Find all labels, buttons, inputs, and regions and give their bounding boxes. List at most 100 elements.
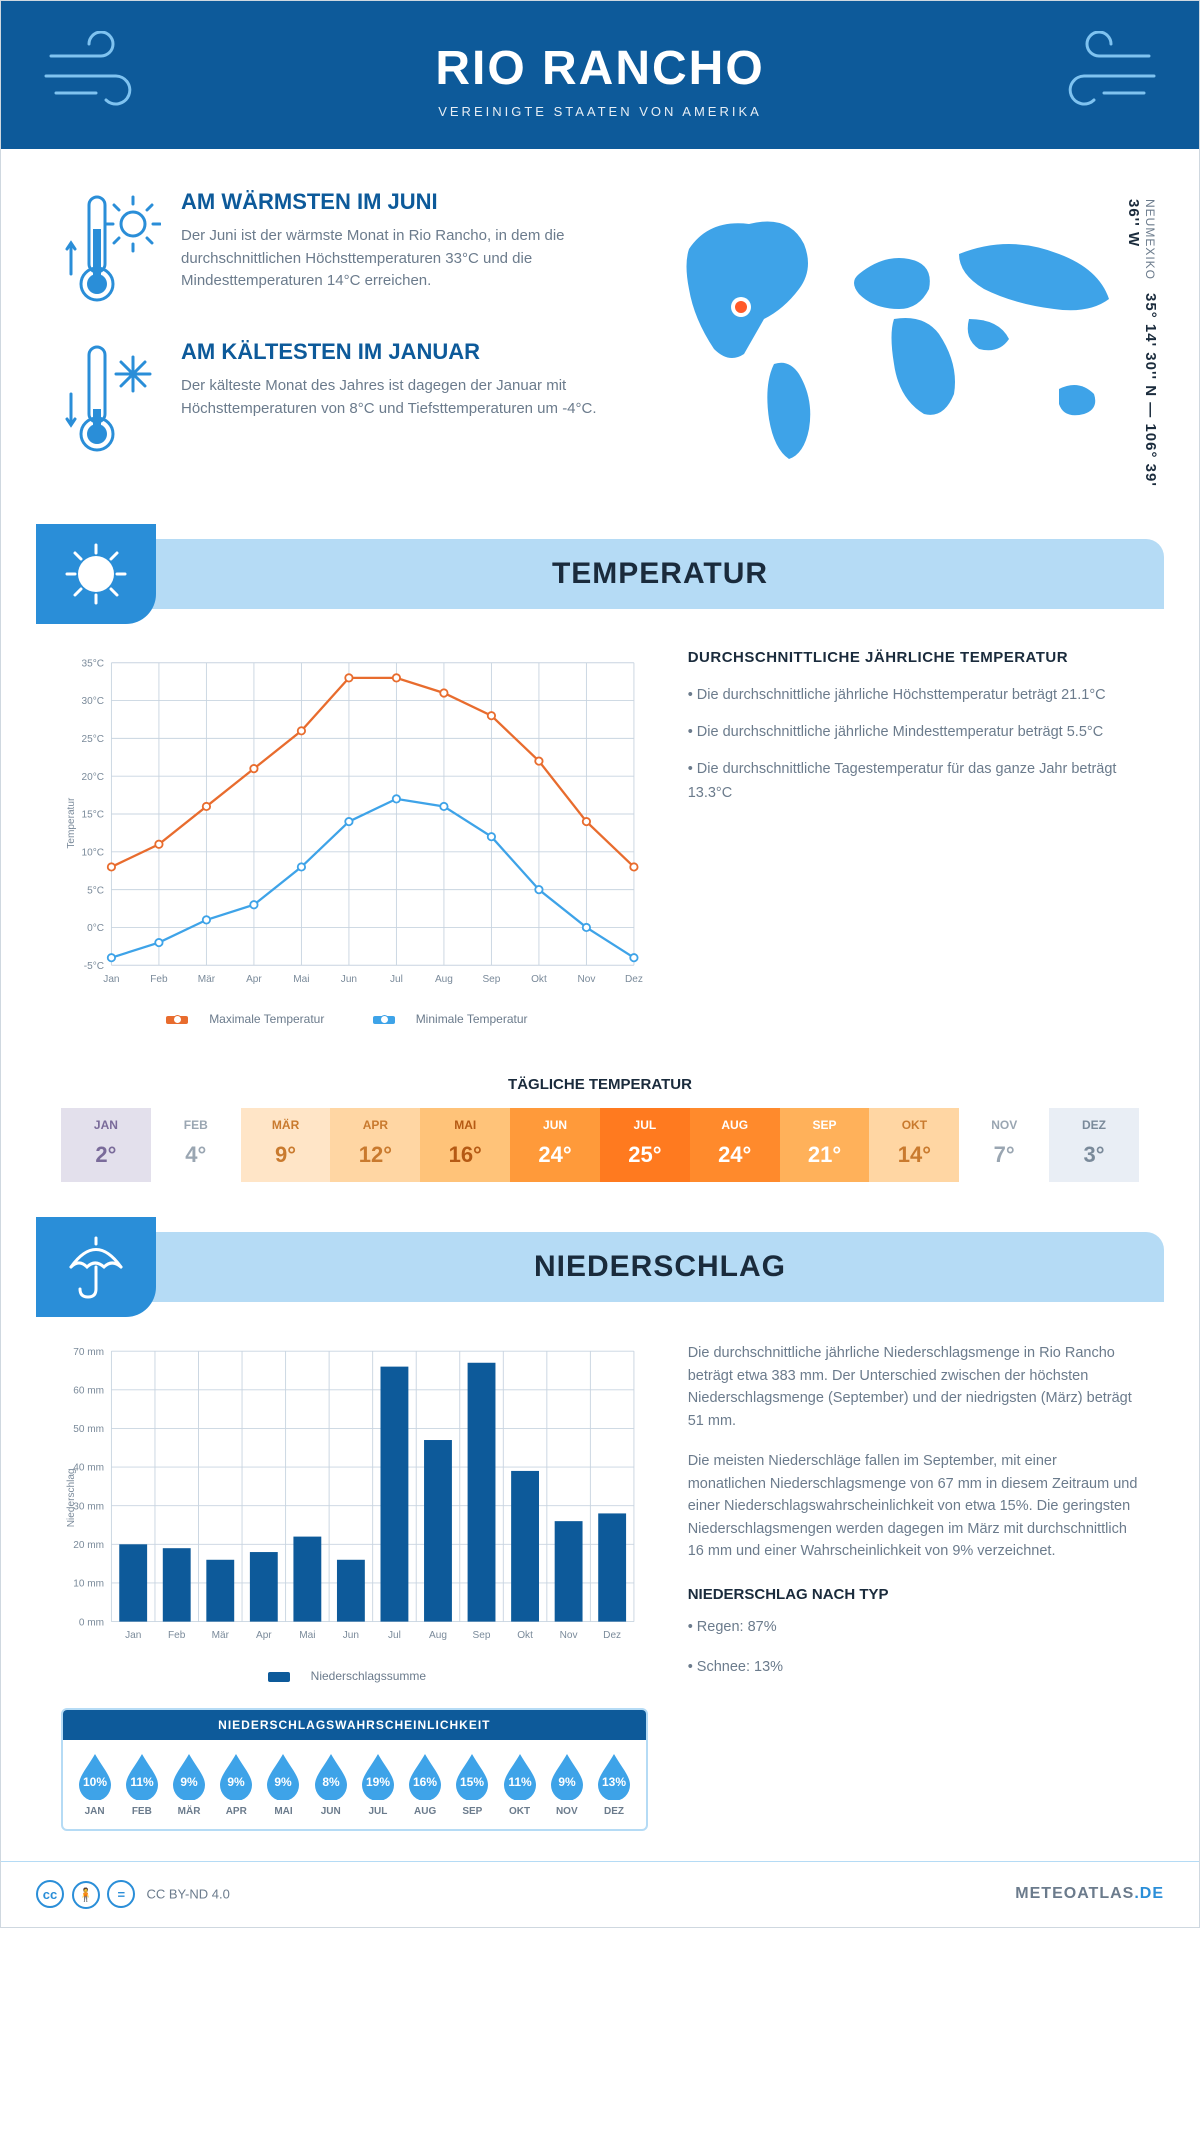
nd-icon: =: [107, 1880, 135, 1908]
daily-cell: JAN2°: [61, 1108, 151, 1182]
svg-text:5°C: 5°C: [87, 885, 104, 896]
temp-desc-b3: • Die durchschnittliche Tagestemperatur …: [688, 758, 1139, 804]
svg-text:Jan: Jan: [103, 974, 119, 985]
prob-cell: 15%SEP: [449, 1752, 496, 1817]
svg-text:Apr: Apr: [246, 974, 262, 985]
svg-text:Jan: Jan: [125, 1630, 141, 1641]
svg-text:Jul: Jul: [388, 1630, 401, 1641]
temp-desc-b2: • Die durchschnittliche jährliche Mindes…: [688, 721, 1139, 744]
svg-text:70 mm: 70 mm: [73, 1347, 104, 1358]
daily-cell: JUN24°: [510, 1108, 600, 1182]
brand-name: METEOATLAS: [1015, 1885, 1134, 1902]
svg-text:50 mm: 50 mm: [73, 1424, 104, 1435]
svg-text:10%: 10%: [83, 1775, 107, 1789]
section-header-temperature: TEMPERATUR: [36, 539, 1164, 609]
coldest-text: Der kälteste Monat des Jahres ist dagege…: [181, 375, 629, 420]
svg-text:11%: 11%: [508, 1775, 532, 1789]
footer: cc 🧍 = CC BY-ND 4.0 METEOATLAS.DE: [1, 1861, 1199, 1927]
svg-text:9%: 9%: [228, 1775, 246, 1789]
svg-text:20°C: 20°C: [82, 772, 105, 783]
svg-text:40 mm: 40 mm: [73, 1463, 104, 1474]
prob-cell: 9%APR: [213, 1752, 260, 1817]
svg-text:Aug: Aug: [429, 1630, 447, 1641]
precip-p2: Die meisten Niederschläge fallen im Sept…: [688, 1450, 1139, 1562]
svg-text:Jun: Jun: [343, 1630, 359, 1641]
daily-cell: APR12°: [330, 1108, 420, 1182]
svg-text:11%: 11%: [130, 1775, 154, 1789]
svg-text:Mär: Mär: [212, 1630, 230, 1641]
svg-text:Niederschlag: Niederschlag: [66, 1469, 77, 1528]
precipitation-bar-chart: 0 mm10 mm20 mm30 mm40 mm50 mm60 mm70 mmJ…: [61, 1342, 648, 1683]
infographic-page: RIO RANCHO VEREINIGTE STAATEN VON AMERIK…: [0, 0, 1200, 1928]
daily-cell: MAI16°: [420, 1108, 510, 1182]
svg-text:60 mm: 60 mm: [73, 1386, 104, 1397]
svg-text:-5°C: -5°C: [84, 961, 104, 972]
precip-type-title: NIEDERSCHLAG NACH TYP: [688, 1583, 1139, 1606]
svg-text:25°C: 25°C: [82, 734, 105, 745]
svg-text:Okt: Okt: [531, 974, 547, 985]
svg-text:13%: 13%: [602, 1775, 626, 1789]
prob-cell: 10%JAN: [71, 1752, 118, 1817]
prob-cell: 9%MAI: [260, 1752, 307, 1817]
svg-text:Okt: Okt: [517, 1630, 533, 1641]
svg-text:10°C: 10°C: [82, 847, 105, 858]
svg-text:Sep: Sep: [482, 974, 500, 985]
section-title-precipitation: NIEDERSCHLAG: [176, 1250, 1144, 1284]
precipitation-description: Die durchschnittliche jährliche Niedersc…: [688, 1342, 1139, 1831]
world-map-svg: [659, 189, 1139, 469]
by-icon: 🧍: [72, 1881, 100, 1909]
svg-text:0 mm: 0 mm: [79, 1618, 104, 1629]
svg-text:Jun: Jun: [341, 974, 357, 985]
warmest-title: AM WÄRMSTEN IM JUNI: [181, 189, 629, 215]
precip-legend: Niederschlagssumme: [61, 1669, 648, 1683]
daily-cell: FEB4°: [151, 1108, 241, 1182]
daily-cell: SEP21°: [780, 1108, 870, 1182]
region-label: NEUMEXIKO: [1143, 199, 1157, 280]
svg-text:Nov: Nov: [577, 974, 595, 985]
daily-cell: NOV7°: [959, 1108, 1049, 1182]
license-text: CC BY-ND 4.0: [146, 1887, 229, 1902]
section-title-temperature: TEMPERATUR: [176, 557, 1144, 591]
page-subtitle: VEREINIGTE STAATEN VON AMERIKA: [21, 104, 1179, 119]
temperature-description: DURCHSCHNITTLICHE JÄHRLICHE TEMPERATUR •…: [688, 649, 1139, 1026]
svg-text:19%: 19%: [366, 1775, 390, 1789]
svg-text:30°C: 30°C: [82, 696, 105, 707]
svg-text:9%: 9%: [275, 1775, 293, 1789]
daily-cell: DEZ3°: [1049, 1108, 1139, 1182]
thermometer-hot-icon: [61, 189, 161, 309]
world-map: NEUMEXIKO 35° 14' 30'' N — 106° 39' 36''…: [659, 189, 1139, 489]
svg-text:9%: 9%: [558, 1775, 576, 1789]
svg-text:15%: 15%: [460, 1775, 484, 1789]
daily-cell: JUL25°: [600, 1108, 690, 1182]
temperature-line-chart: -5°C0°C5°C10°C15°C20°C25°C30°C35°CJanFeb…: [61, 649, 648, 1026]
temp-desc-title: DURCHSCHNITTLICHE JÄHRLICHE TEMPERATUR: [688, 649, 1139, 666]
svg-text:0°C: 0°C: [87, 923, 104, 934]
brand: METEOATLAS.DE: [1015, 1885, 1164, 1903]
svg-text:16%: 16%: [413, 1775, 437, 1789]
prob-cell: 11%OKT: [496, 1752, 543, 1817]
legend-min: Minimale Temperatur: [416, 1012, 528, 1026]
svg-text:Aug: Aug: [435, 974, 453, 985]
prob-cell: 11%FEB: [118, 1752, 165, 1817]
intro-section: AM WÄRMSTEN IM JUNI Der Juni ist der wär…: [1, 149, 1199, 539]
prob-cell: 19%JUL: [354, 1752, 401, 1817]
svg-text:Mär: Mär: [198, 974, 216, 985]
temperature-legend: Maximale Temperatur Minimale Temperatur: [61, 1012, 648, 1026]
umbrella-icon: [36, 1217, 156, 1317]
brand-tld: .DE: [1134, 1885, 1164, 1902]
daily-temp-strip: JAN2°FEB4°MÄR9°APR12°MAI16°JUN24°JUL25°A…: [61, 1108, 1139, 1182]
daily-cell: AUG24°: [690, 1108, 780, 1182]
daily-temp-title: TÄGLICHE TEMPERATUR: [1, 1076, 1199, 1093]
prob-cell: 16%AUG: [402, 1752, 449, 1817]
svg-text:30 mm: 30 mm: [73, 1502, 104, 1513]
precip-probability-box: NIEDERSCHLAGSWAHRSCHEINLICHKEIT 10%JAN11…: [61, 1708, 648, 1831]
coordinates: NEUMEXIKO 35° 14' 30'' N — 106° 39' 36''…: [1125, 199, 1159, 489]
thermometer-cold-icon: [61, 339, 161, 459]
precip-type-rain: • Regen: 87%: [688, 1616, 1139, 1638]
temp-desc-b1: • Die durchschnittliche jährliche Höchst…: [688, 684, 1139, 707]
warmest-text: Der Juni ist der wärmste Monat in Rio Ra…: [181, 225, 629, 293]
svg-text:Dez: Dez: [603, 1630, 621, 1641]
prob-cell: 8%JUN: [307, 1752, 354, 1817]
prob-cell: 9%MÄR: [165, 1752, 212, 1817]
svg-text:Feb: Feb: [168, 1630, 186, 1641]
